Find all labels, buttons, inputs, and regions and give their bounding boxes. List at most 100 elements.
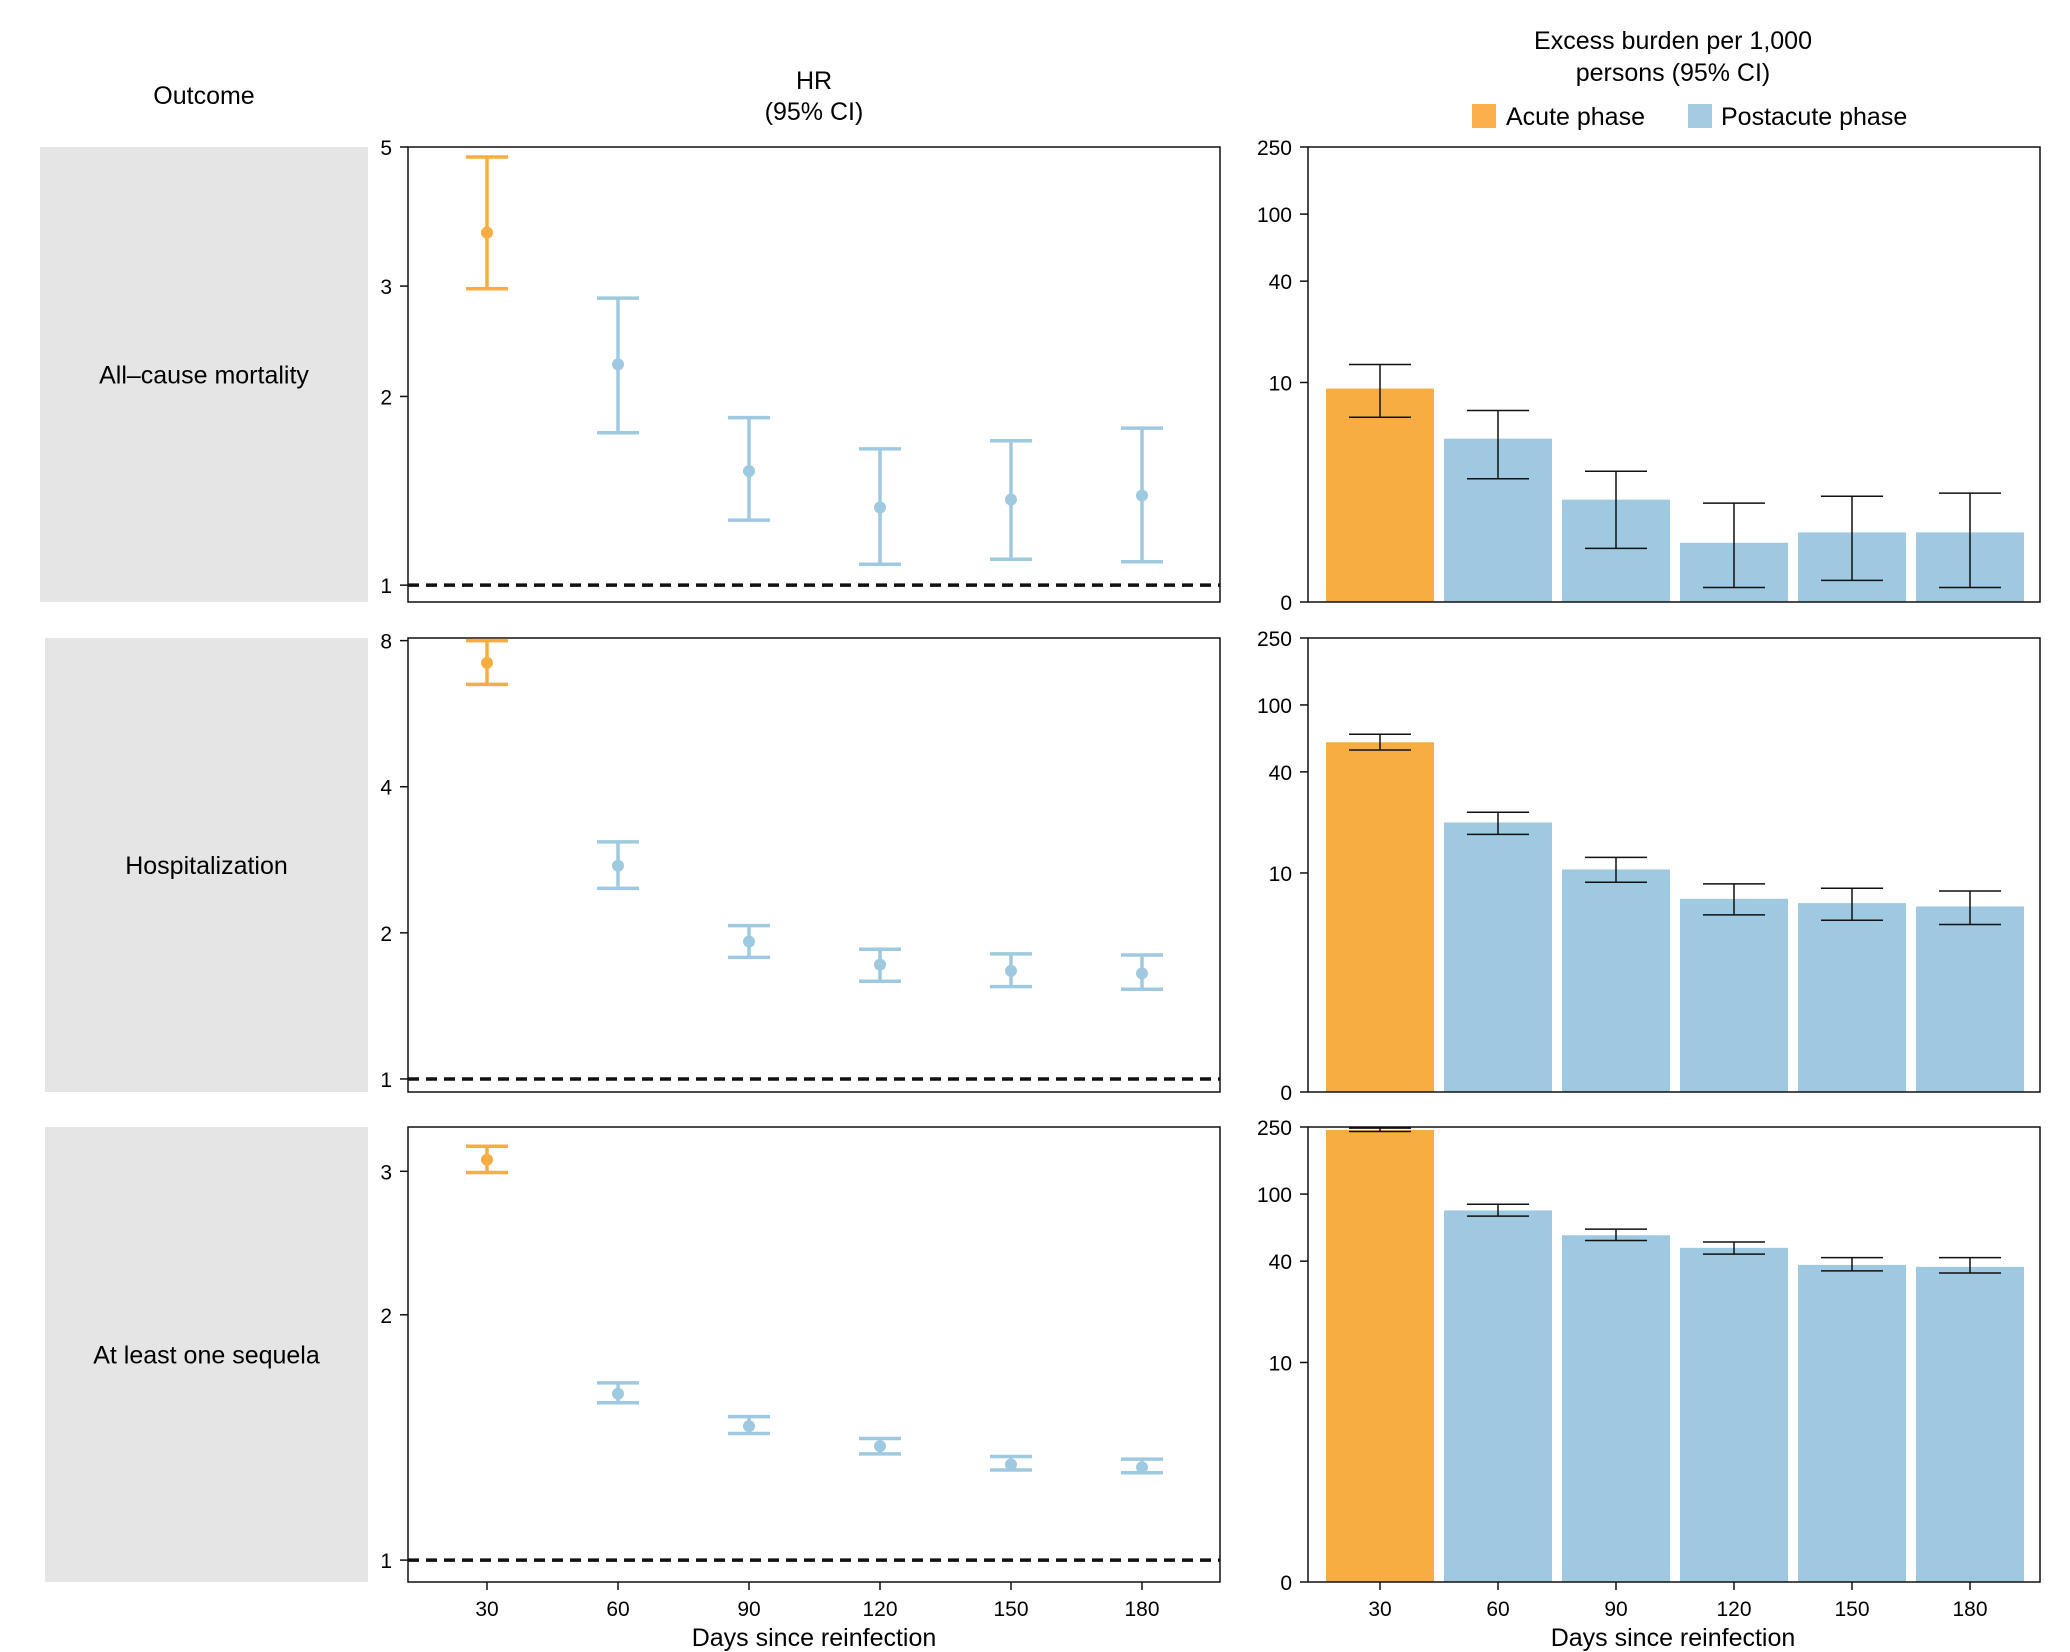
legend-swatch-postacute	[1688, 104, 1712, 128]
hr-y-tick-label: 3	[380, 1161, 392, 1184]
burden-bar	[1326, 1129, 1434, 1582]
hr-y-tick-label: 3	[380, 276, 392, 299]
burden-y-tick-label: 100	[1257, 204, 1292, 227]
burden-bar	[1326, 742, 1434, 1092]
hr-x-tick-label: 90	[737, 1598, 760, 1621]
hr-point	[612, 1387, 624, 1400]
hr-y-tick-label: 8	[380, 631, 392, 654]
burden-y-tick-label: 40	[1269, 762, 1292, 785]
burden-panel-frame	[1307, 637, 2041, 1093]
burden-panel: 0 10 40 100 250	[1257, 628, 2041, 1105]
hr-y-tick-label: 1	[380, 1069, 392, 1092]
hr-y-tick-label: 5	[380, 137, 392, 160]
burden-y-tick-label: 40	[1269, 271, 1292, 294]
legend-label-postacute: Postacute phase	[1721, 103, 1907, 131]
hr-point	[612, 358, 624, 371]
burden-y-tick-label: 250	[1257, 137, 1292, 160]
burden-bar	[1680, 898, 1788, 1092]
hr-x-tick-label: 150	[993, 1598, 1028, 1621]
burden-bar	[1326, 388, 1434, 602]
hr-y-tick-label: 1	[380, 575, 392, 598]
hr-y-tick-label: 2	[380, 923, 392, 946]
hr-header: HR	[796, 67, 832, 95]
burden-y-tick-label: 0	[1280, 1572, 1292, 1595]
hr-y-tick-label: 2	[380, 1305, 392, 1328]
outcome-band	[45, 1127, 368, 1582]
hr-y-tick-label: 2	[380, 386, 392, 409]
burden-bar	[1916, 1266, 2024, 1582]
burden-bar	[1444, 1210, 1552, 1582]
hr-subheader: (95% CI)	[765, 98, 864, 126]
burden-bar	[1562, 869, 1670, 1092]
hr-x-tick-label: 30	[475, 1598, 498, 1621]
burden-y-tick-label: 250	[1257, 1117, 1292, 1140]
hr-x-tick-label: 120	[862, 1598, 897, 1621]
x-tick-labels: 30 60 90 120 150 180 30 60 90 120 150 180	[475, 1582, 1988, 1621]
burden-x-tick-label: 90	[1604, 1598, 1627, 1621]
hr-point	[743, 465, 755, 478]
burden-header: Excess burden per 1,000	[1534, 27, 1812, 55]
burden-bar	[1562, 1235, 1670, 1582]
hr-point	[874, 958, 886, 971]
hr-panel-frame	[407, 637, 1221, 1093]
hr-x-axis-label: Days since reinfection	[692, 1624, 937, 1652]
hr-point	[1136, 967, 1148, 980]
outcome-bands: All–cause mortality Hospitalization At lea…	[40, 147, 368, 1582]
hr-panel-frame	[407, 1126, 1221, 1583]
hr-x-tick-label: 60	[606, 1598, 629, 1621]
hr-point	[1136, 489, 1148, 502]
burden-y-tick-label: 10	[1269, 372, 1292, 395]
burden-x-tick-label: 120	[1716, 1598, 1751, 1621]
hr-point	[743, 1420, 755, 1433]
burden-panel-frame	[1307, 1126, 2041, 1583]
outcome-label: At least one sequela	[93, 1342, 320, 1370]
hr-point	[1005, 493, 1017, 506]
hr-x-tick-label: 180	[1124, 1598, 1159, 1621]
burden-y-tick-label: 0	[1280, 1082, 1292, 1105]
hr-y-tick-label: 4	[380, 777, 392, 800]
hr-panel-frame	[407, 146, 1221, 603]
outcome-band	[40, 147, 368, 602]
hr-point	[874, 501, 886, 514]
burden-bar	[1798, 1264, 1906, 1582]
burden-y-tick-label: 10	[1269, 1352, 1292, 1375]
burden-subheader: persons (95% CI)	[1576, 59, 1771, 87]
burden-panel-frame	[1307, 146, 2041, 603]
burden-bar	[1680, 1247, 1788, 1582]
burden-panel: 0 10 40 100 250	[1257, 137, 2041, 615]
burden-x-axis-label: Days since reinfection	[1551, 1624, 1796, 1652]
hr-point	[481, 656, 493, 669]
outcome-label: All–cause mortality	[99, 362, 309, 390]
legend: Acute phase Postacute phase	[1472, 103, 1907, 131]
hr-panel: 1 2 3 5	[380, 137, 1221, 603]
outcome-label: Hospitalization	[125, 852, 288, 880]
hr-point	[481, 1153, 493, 1166]
hr-point	[743, 935, 755, 948]
burden-y-tick-label: 40	[1269, 1251, 1292, 1274]
burden-y-tick-label: 250	[1257, 628, 1292, 651]
burden-y-tick-label: 100	[1257, 1184, 1292, 1207]
hr-point	[1136, 1461, 1148, 1474]
outcome-header: Outcome	[153, 82, 254, 110]
hr-panel: 1 2 3	[380, 1126, 1221, 1583]
hr-point	[481, 226, 493, 239]
burden-panels: 0 10 40 100 250 0 10 40 100 250 0 10 40 100 250	[1257, 137, 2041, 1595]
burden-x-tick-label: 60	[1486, 1598, 1509, 1621]
hr-point	[1005, 1458, 1017, 1471]
legend-swatch-acute	[1472, 104, 1496, 128]
burden-x-tick-label: 180	[1952, 1598, 1987, 1621]
outcome-band	[45, 638, 368, 1092]
burden-panel: 0 10 40 100 250	[1257, 1117, 2041, 1595]
burden-bar	[1916, 906, 2024, 1092]
hr-point	[1005, 964, 1017, 977]
hr-y-tick-label: 1	[380, 1550, 392, 1573]
burden-bar	[1444, 822, 1552, 1092]
burden-bar	[1798, 903, 1906, 1092]
burden-y-tick-label: 100	[1257, 695, 1292, 718]
hr-point	[874, 1440, 886, 1453]
burden-x-tick-label: 30	[1368, 1598, 1391, 1621]
hr-point	[612, 859, 624, 872]
hr-panel: 1 2 4 8	[380, 631, 1221, 1093]
